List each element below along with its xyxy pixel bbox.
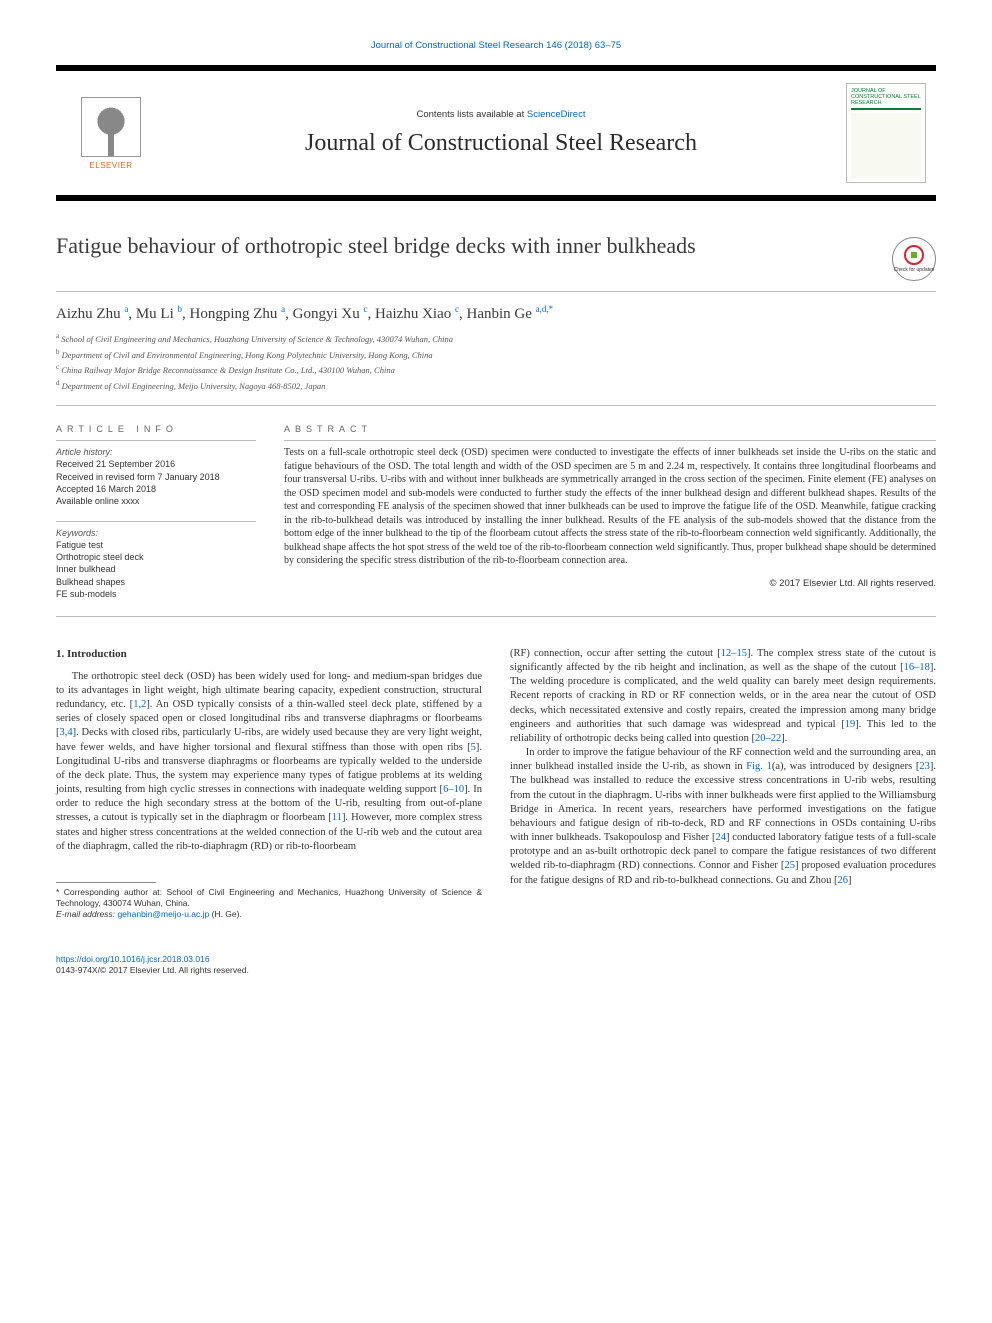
abstract-copyright: © 2017 Elsevier Ltd. All rights reserved… xyxy=(284,578,936,589)
email-note: E-mail address: gehanbin@meijo-u.ac.jp (… xyxy=(56,909,482,920)
publisher-label: ELSEVIER xyxy=(89,161,132,170)
page-footer: https://doi.org/10.1016/j.jcsr.2018.03.0… xyxy=(56,954,936,976)
article-info-heading: article info xyxy=(56,424,256,434)
meta-abstract-row: article info Article history: Received 2… xyxy=(56,424,936,617)
elsevier-tree-icon xyxy=(81,97,141,157)
doi-link[interactable]: https://doi.org/10.1016/j.jcsr.2018.03.0… xyxy=(56,954,210,964)
history-line: Accepted 16 March 2018 xyxy=(56,483,256,495)
page-root: Journal of Constructional Steel Research… xyxy=(0,0,992,1006)
journal-citation-link[interactable]: Journal of Constructional Steel Research… xyxy=(56,40,936,51)
body-column-left: 1. Introduction The orthotropic steel de… xyxy=(56,647,482,920)
keyword-line: Orthotropic steel deck xyxy=(56,551,256,563)
email-link[interactable]: gehanbin@meijo-u.ac.jp xyxy=(117,909,209,919)
body-columns: 1. Introduction The orthotropic steel de… xyxy=(56,647,936,920)
abstract-body: Tests on a full-scale orthotropic steel … xyxy=(284,440,936,568)
affiliations: a School of Civil Engineering and Mechan… xyxy=(56,331,936,406)
check-updates-badge[interactable]: Check for updates xyxy=(892,237,936,281)
check-updates-label: Check for updates xyxy=(894,267,935,273)
history-label: Article history: xyxy=(56,446,256,458)
affiliation-line: d Department of Civil Engineering, Meijo… xyxy=(56,378,936,393)
history-line: Received in revised form 7 January 2018 xyxy=(56,471,256,483)
history-block: Article history: Received 21 September 2… xyxy=(56,440,256,507)
title-row: Fatigue behaviour of orthotropic steel b… xyxy=(56,233,936,292)
body-column-right: (RF) connection, occur after setting the… xyxy=(510,647,936,920)
journal-cover-thumb: JOURNAL OF CONSTRUCTIONAL STEEL RESEARCH xyxy=(846,83,926,183)
corresponding-author-note: * Corresponding author at: School of Civ… xyxy=(56,887,482,909)
journal-header: ELSEVIER Contents lists available at Sci… xyxy=(56,65,936,201)
keyword-line: Bulkhead shapes xyxy=(56,576,256,588)
keyword-line: Fatigue test xyxy=(56,539,256,551)
section-1-heading: 1. Introduction xyxy=(56,647,482,662)
intro-para-2a: (RF) connection, occur after setting the… xyxy=(510,647,936,746)
affiliation-line: b Department of Civil and Environmental … xyxy=(56,347,936,362)
cover-title: JOURNAL OF CONSTRUCTIONAL STEEL RESEARCH xyxy=(851,88,921,110)
email-suffix: (H. Ge). xyxy=(209,909,242,919)
authors: Aizhu Zhu a, Mu Li b, Hongping Zhu a, Go… xyxy=(56,304,936,323)
corr-label: * Corresponding author at: xyxy=(56,887,162,897)
issn-line: 0143-974X/© 2017 Elsevier Ltd. All right… xyxy=(56,965,936,976)
keywords-label: Keywords: xyxy=(56,527,256,539)
history-line: Available online xxxx xyxy=(56,495,256,507)
keyword-line: Inner bulkhead xyxy=(56,563,256,575)
abstract-heading: abstract xyxy=(284,424,936,434)
history-line: Received 21 September 2016 xyxy=(56,458,256,470)
abstract-column: abstract Tests on a full-scale orthotrop… xyxy=(284,424,936,600)
contents-prefix: Contents lists available at xyxy=(417,109,527,120)
contents-line: Contents lists available at ScienceDirec… xyxy=(156,109,846,120)
article-title: Fatigue behaviour of orthotropic steel b… xyxy=(56,233,892,259)
cover-body xyxy=(851,113,921,178)
sciencedirect-link[interactable]: ScienceDirect xyxy=(527,109,586,120)
keywords-block: Keywords: Fatigue testOrthotropic steel … xyxy=(56,521,256,600)
affiliation-line: a School of Civil Engineering and Mechan… xyxy=(56,331,936,346)
article-info-column: article info Article history: Received 2… xyxy=(56,424,256,600)
journal-name: Journal of Constructional Steel Research xyxy=(156,130,846,157)
footnote-separator xyxy=(56,882,156,883)
affiliation-line: c China Railway Major Bridge Reconnaissa… xyxy=(56,362,936,377)
header-center: Contents lists available at ScienceDirec… xyxy=(156,109,846,157)
footnotes: * Corresponding author at: School of Civ… xyxy=(56,887,482,920)
intro-para-1: The orthotropic steel deck (OSD) has bee… xyxy=(56,670,482,854)
intro-para-2b: In order to improve the fatigue behaviou… xyxy=(510,746,936,888)
keyword-line: FE sub-models xyxy=(56,588,256,600)
publisher-logo: ELSEVIER xyxy=(66,88,156,178)
email-label: E-mail address: xyxy=(56,909,115,919)
crossmark-icon xyxy=(904,245,924,265)
